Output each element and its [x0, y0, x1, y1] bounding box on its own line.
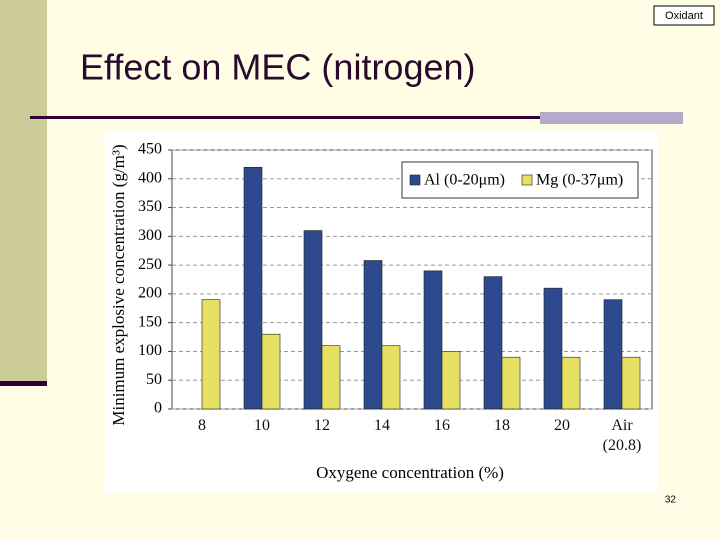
x-tick-label: 20 [554, 417, 570, 434]
y-tick-label: 250 [138, 256, 162, 273]
x-tick-label: 8 [198, 417, 206, 434]
bar [423, 270, 443, 410]
page-number: 32 [665, 495, 677, 506]
y-tick-label: 0 [154, 400, 162, 417]
bar [603, 299, 623, 410]
bar [441, 351, 461, 410]
y-tick-label: 200 [138, 285, 162, 302]
bar [261, 333, 281, 410]
legend-label: Al (0-20μm) [424, 172, 505, 189]
bar [621, 356, 641, 410]
x-tick-label: 18 [494, 417, 510, 434]
title-rule [30, 116, 542, 119]
bar [543, 287, 563, 410]
x-axis-label: Oxygene concentration (%) [316, 463, 504, 482]
title-rule-accent [540, 112, 683, 124]
slide-title: Effect on MEC (nitrogen) [80, 47, 476, 88]
bar [201, 299, 221, 410]
side-bar-line [0, 381, 47, 386]
y-tick-label: 100 [138, 342, 162, 359]
bar [321, 345, 341, 410]
y-axis-label: Minimum explosive concentration (g/m³) [109, 144, 128, 425]
x-tick-label: Air (20.8) [602, 417, 642, 454]
bar [303, 230, 323, 410]
x-tick-label: 10 [254, 417, 270, 434]
bar [243, 166, 263, 410]
y-tick-label: 50 [146, 371, 162, 388]
legend-swatch [521, 174, 533, 186]
y-tick-label: 400 [138, 169, 162, 186]
x-tick-label: 14 [374, 417, 390, 434]
y-tick-label: 150 [138, 313, 162, 330]
bar [363, 260, 383, 410]
side-bar [0, 0, 47, 383]
y-tick-label: 450 [138, 141, 162, 158]
legend-box [401, 161, 639, 199]
y-tick-label: 300 [138, 227, 162, 244]
tag-box [653, 5, 715, 26]
bar [483, 276, 503, 410]
bar [381, 345, 401, 410]
bar [561, 356, 581, 410]
legend-label: Mg (0-37μm) [536, 172, 623, 189]
tag: Oxidant [665, 10, 703, 22]
y-tick-label: 350 [138, 198, 162, 215]
bar [501, 356, 521, 410]
legend-swatch [409, 174, 421, 186]
x-tick-label: 12 [314, 417, 330, 434]
x-tick-label: 16 [434, 417, 450, 434]
